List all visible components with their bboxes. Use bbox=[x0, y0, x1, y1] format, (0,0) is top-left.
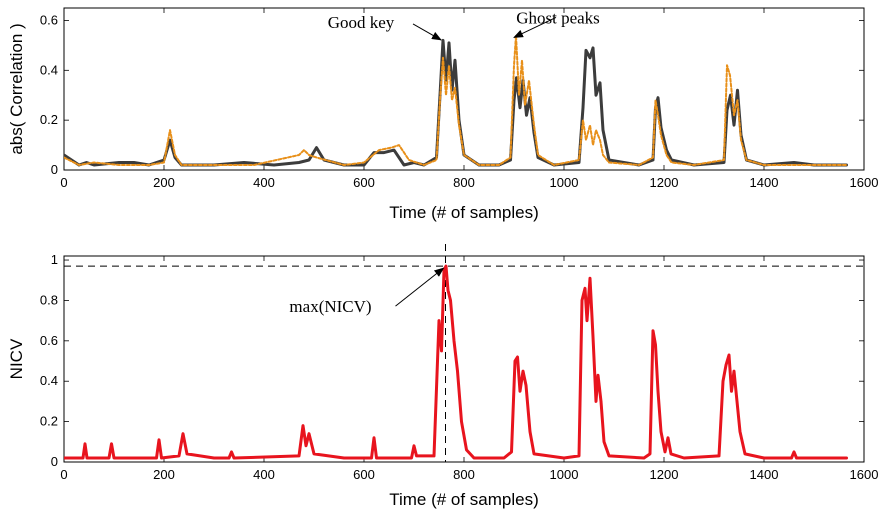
x-tick-label: 200 bbox=[153, 467, 175, 482]
y-tick-label: 0.2 bbox=[40, 414, 58, 429]
series-line-0 bbox=[64, 38, 848, 167]
x-tick-label: 1000 bbox=[550, 175, 579, 190]
x-tick-label: 800 bbox=[453, 175, 475, 190]
y-tick-label: 0.6 bbox=[40, 333, 58, 348]
y-tick-label: 0 bbox=[51, 162, 58, 177]
x-tick-label: 0 bbox=[60, 175, 67, 190]
y-axis-label: NICV bbox=[7, 338, 26, 379]
y-tick-label: 1 bbox=[51, 252, 58, 267]
x-tick-label: 1000 bbox=[550, 467, 579, 482]
annotation-label: Good key bbox=[328, 13, 395, 32]
nicv-panel: 0 200 400 600 800 1000 1200 1400 1600 0 0.2 0.4 0.6 0… bbox=[7, 244, 878, 509]
y-tick-label: 0.2 bbox=[40, 112, 58, 127]
correlation-panel: 0 200 400 600 800 1000 1200 1400 1600 0 0.2 0.4 0.6 T… bbox=[7, 7, 879, 222]
x-tick-label: 1600 bbox=[850, 467, 879, 482]
annotation-arrow bbox=[513, 16, 557, 38]
x-tick-label: 1200 bbox=[650, 175, 679, 190]
y-tick-label: 0 bbox=[51, 454, 58, 469]
annotation-label: Ghost peaks bbox=[516, 8, 600, 27]
annotation-arrow bbox=[395, 267, 445, 307]
x-tick-label: 200 bbox=[153, 175, 175, 190]
y-tick-label: 0.8 bbox=[40, 292, 58, 307]
x-tick-label: 1400 bbox=[750, 175, 779, 190]
x-tick-label: 1200 bbox=[650, 467, 679, 482]
y-tick-label: 0.4 bbox=[40, 62, 58, 77]
x-tick-label: 0 bbox=[60, 467, 67, 482]
x-tick-label: 1600 bbox=[850, 175, 879, 190]
x-tick-label: 1400 bbox=[750, 467, 779, 482]
y-tick-label: 0.6 bbox=[40, 12, 58, 27]
x-axis-label: Time (# of samples) bbox=[389, 490, 539, 509]
x-tick-label: 600 bbox=[353, 175, 375, 190]
x-axis-label: Time (# of samples) bbox=[389, 203, 539, 222]
y-tick-label: 0.4 bbox=[40, 373, 58, 388]
annotation-arrow bbox=[412, 23, 442, 41]
annotation-label: max(NICV) bbox=[289, 297, 371, 316]
x-tick-label: 600 bbox=[353, 467, 375, 482]
y-axis-label: abs( Correlation ) bbox=[7, 23, 26, 154]
x-tick-label: 800 bbox=[453, 467, 475, 482]
x-tick-label: 400 bbox=[253, 467, 275, 482]
series-line-0 bbox=[64, 264, 848, 460]
x-tick-label: 400 bbox=[253, 175, 275, 190]
